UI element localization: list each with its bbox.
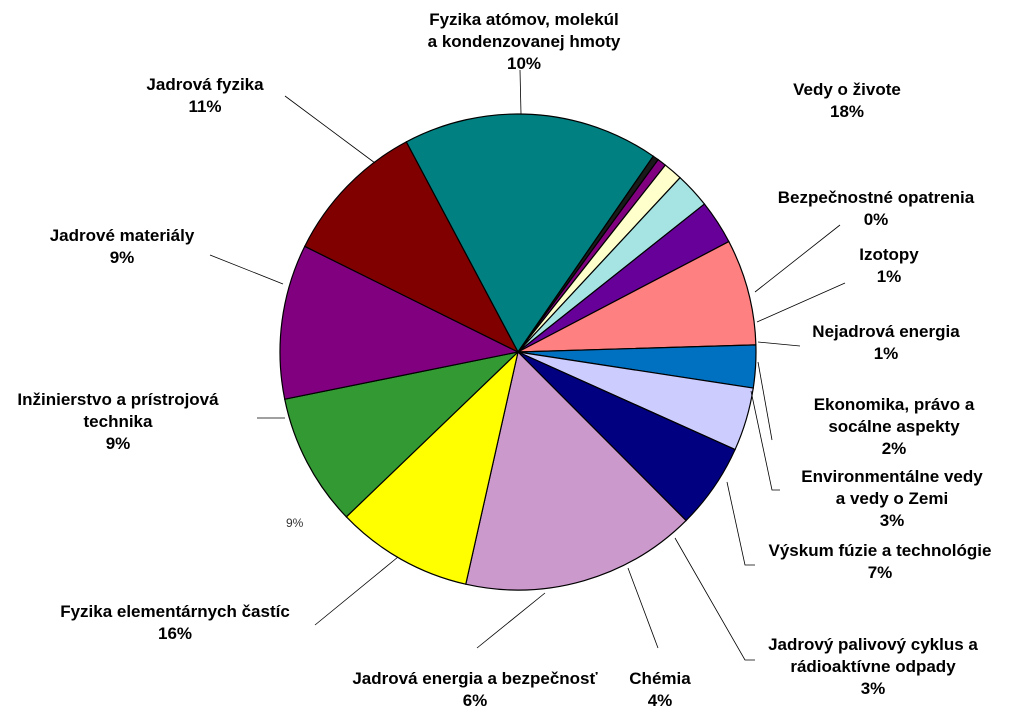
slice-label-text: Chémia — [629, 669, 691, 688]
slice-percent-label: 7% — [868, 563, 893, 582]
slice-percent-label: 1% — [874, 344, 899, 363]
slice-label-10: Fyzika elementárnych častíc 16% — [60, 602, 290, 643]
slice-percent-label: 2% — [882, 439, 907, 458]
slice-label-3: Nejadrová energia 1% — [812, 322, 960, 363]
slice-percent-label: 1% — [877, 267, 902, 286]
slice-label-text: Jadrová fyzika — [146, 75, 264, 94]
slice-label-5: Environmentálne vedy a vedy o Zemi 3% — [801, 467, 983, 530]
leader-line-9 — [314, 556, 399, 626]
pie-slice-10 — [465, 350, 687, 591]
pie-slice-13 — [279, 245, 520, 400]
slice-percent-label: 11% — [188, 97, 221, 116]
slice-label-text: Inžinierstvo a prístrojová — [17, 390, 219, 409]
slice-label-8: Chémia 4% — [629, 669, 691, 710]
slice-percent-label: 4% — [648, 691, 673, 710]
pie-slice-12 — [284, 351, 520, 518]
slice-label-text: Výskum fúzie a technológie — [769, 541, 992, 560]
slice-label-2: Izotopy 1% — [859, 245, 919, 286]
leader-line-7 — [627, 567, 659, 649]
slice-percent-label: 3% — [861, 679, 886, 698]
slice-label-13: Jadrová fyzika 11% — [146, 75, 264, 116]
slice-label-0: Vedy o živote 18% — [793, 80, 901, 121]
leader-line-1 — [756, 282, 846, 323]
slice-label-text: Nejadrová energia — [812, 322, 960, 341]
slice-label-11: Inžinierstvo a prístrojová technika 9% — [17, 390, 219, 453]
leader-line-13 — [519, 69, 522, 115]
slice-percent-label: 10% — [507, 54, 541, 73]
slice-label-text: Jadrové materiály — [50, 226, 195, 245]
leader-line-0 — [754, 224, 841, 293]
slice-label-text: Environmentálne vedy — [801, 467, 983, 486]
pie-slice-0 — [405, 113, 655, 354]
slice-label-12: Jadrové materiály 9% — [50, 226, 195, 267]
leader-line-12 — [284, 95, 376, 164]
slice-label-text: Fyzika atómov, molekúl — [429, 10, 619, 29]
slice-label-text: Ekonomika, právo a — [814, 395, 975, 414]
slice-label-7: Jadrový palivový cyklus a rádioaktívne od… — [768, 635, 978, 698]
slice-label-1: Bezpečnostné opatrenia 0% — [778, 188, 975, 229]
slice-label-6: Výskum fúzie a technológie 7% — [769, 541, 992, 582]
slice-percent-label: 3% — [880, 511, 905, 530]
slice-label-text: technika — [84, 412, 154, 431]
slice-label-text: socálne aspekty — [828, 417, 960, 436]
pie-slice-11 — [345, 350, 520, 585]
pie-slice-14 — [303, 141, 520, 354]
leader-line-2 — [757, 341, 801, 347]
pie-slice-6 — [517, 240, 757, 353]
leader-line-8 — [476, 592, 546, 649]
leader-line-4 — [750, 390, 780, 491]
slice-label-text: Izotopy — [859, 245, 919, 264]
leader-line-6 — [674, 537, 755, 661]
slice-percent-label: 9% — [106, 434, 131, 453]
slice-label-text: Fyzika elementárnych častíc — [60, 602, 290, 621]
slice-label-text: Jadrový palivový cyklus a — [768, 635, 978, 654]
slice-label-14: Fyzika atómov, molekúl a kondenzovanej hm… — [428, 10, 621, 73]
slice-label-text: a kondenzovanej hmoty — [428, 32, 621, 51]
leader-line-3 — [757, 361, 773, 441]
leader-line-5 — [726, 481, 755, 566]
slice-label-9: Jadrová energia a bezpečnosť 6% — [352, 669, 598, 710]
stray-percent-label: 9% — [286, 516, 304, 530]
slice-label-text: Jadrová energia a bezpečnosť — [352, 669, 598, 688]
slice-label-text: Vedy o živote — [793, 80, 901, 99]
leader-line-11 — [209, 254, 284, 285]
slice-percent-label: 9% — [110, 248, 135, 267]
slice-percent-label: 0% — [864, 210, 889, 229]
slice-percent-label: 6% — [463, 691, 488, 710]
slice-percent-label: 18% — [830, 102, 864, 121]
slice-label-text: rádioaktívne odpady — [790, 657, 956, 676]
slice-label-text: a vedy o Zemi — [836, 489, 948, 508]
slice-label-text: Bezpečnostné opatrenia — [778, 188, 975, 207]
slice-label-4: Ekonomika, právo a socálne aspekty 2% — [814, 395, 975, 458]
slice-percent-label: 16% — [158, 624, 192, 643]
